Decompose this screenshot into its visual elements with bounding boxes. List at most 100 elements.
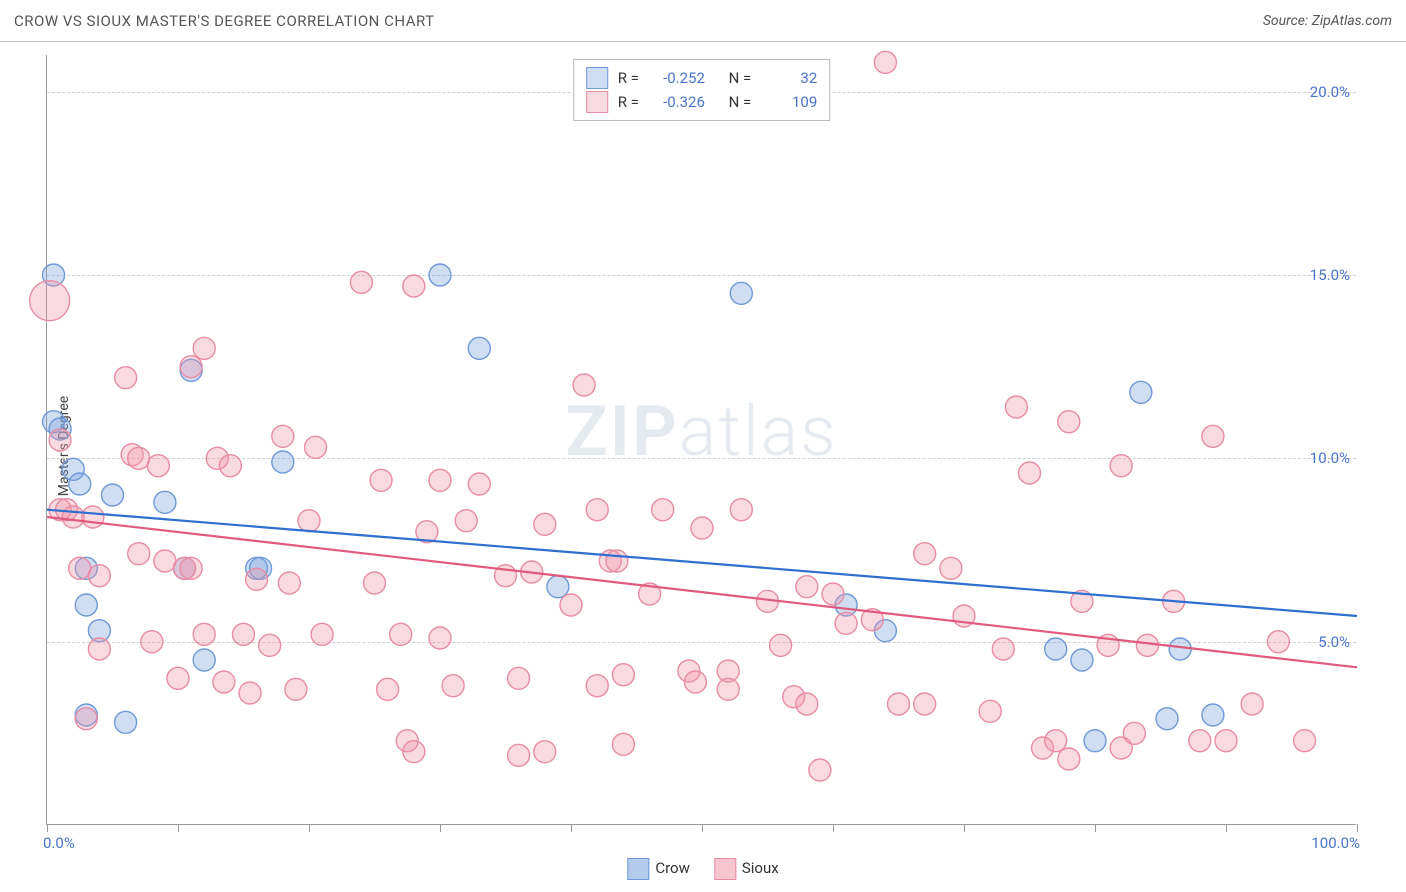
- data-point: [128, 543, 150, 565]
- data-point: [62, 506, 84, 528]
- x-axis-max-label: 100.0%: [1311, 834, 1360, 852]
- data-point: [612, 664, 634, 686]
- data-point: [809, 759, 831, 781]
- legend-swatch-sioux: [714, 858, 736, 880]
- data-point: [652, 499, 674, 521]
- data-point: [547, 576, 569, 598]
- data-point: [180, 356, 202, 378]
- scatter-svg: [47, 55, 1356, 824]
- data-point: [311, 623, 333, 645]
- data-point: [75, 594, 97, 616]
- legend-label-sioux: Sioux: [742, 859, 779, 877]
- data-point: [128, 447, 150, 469]
- data-point: [1045, 638, 1067, 660]
- chart-title: CROW VS SIOUX MASTER'S DEGREE CORRELATIO…: [14, 12, 435, 30]
- data-point: [102, 484, 124, 506]
- data-point: [305, 436, 327, 458]
- data-point: [285, 678, 307, 700]
- data-point: [1005, 396, 1027, 418]
- data-point: [364, 572, 386, 594]
- data-point: [612, 733, 634, 755]
- n-value-sioux: 109: [761, 90, 817, 114]
- data-point: [992, 638, 1014, 660]
- data-point: [429, 264, 451, 286]
- data-point: [534, 741, 556, 763]
- data-point: [573, 374, 595, 396]
- data-point: [796, 693, 818, 715]
- x-tick: [1357, 824, 1358, 832]
- source-attribution: Source: ZipAtlas.com: [1263, 13, 1392, 29]
- data-point: [193, 649, 215, 671]
- data-point: [1241, 693, 1263, 715]
- data-point: [147, 455, 169, 477]
- x-tick: [1226, 824, 1227, 832]
- data-point: [1130, 381, 1152, 403]
- plot-area: ZIPatlas 5.0%10.0%15.0%20.0% R = -0.252 …: [46, 55, 1356, 825]
- legend-item-crow: Crow: [627, 858, 690, 880]
- x-tick: [702, 824, 703, 832]
- data-point: [1156, 708, 1178, 730]
- data-point: [455, 510, 477, 532]
- x-tick: [440, 824, 441, 832]
- legend-item-sioux: Sioux: [714, 858, 779, 880]
- r-label: R =: [618, 90, 639, 114]
- x-tick: [178, 824, 179, 832]
- data-point: [1215, 730, 1237, 752]
- source-name: ZipAtlas.com: [1312, 13, 1392, 29]
- correlation-legend: R = -0.252 N = 32 R = -0.326 N = 109: [573, 59, 831, 121]
- series-legend: Crow Sioux: [627, 858, 778, 880]
- header-bar: CROW VS SIOUX MASTER'S DEGREE CORRELATIO…: [0, 0, 1406, 42]
- x-tick: [47, 824, 48, 832]
- legend-swatch-crow: [586, 67, 608, 89]
- data-point: [914, 693, 936, 715]
- data-point: [717, 678, 739, 700]
- x-tick: [964, 824, 965, 832]
- data-point: [468, 473, 490, 495]
- data-point: [298, 510, 320, 532]
- data-point: [534, 513, 556, 535]
- data-point: [377, 678, 399, 700]
- data-point: [370, 469, 392, 491]
- data-point: [1267, 631, 1289, 653]
- r-value-sioux: -0.326: [649, 90, 705, 114]
- n-label: N =: [729, 66, 752, 90]
- data-point: [278, 572, 300, 594]
- data-point: [88, 565, 110, 587]
- data-point: [888, 693, 910, 715]
- source-prefix: Source:: [1263, 13, 1312, 29]
- data-point: [239, 682, 261, 704]
- data-point: [1045, 730, 1067, 752]
- x-tick: [309, 824, 310, 832]
- legend-swatch-sioux: [586, 91, 608, 113]
- data-point: [82, 506, 104, 528]
- data-point: [1071, 649, 1093, 671]
- data-point: [1123, 722, 1145, 744]
- x-axis-min-label: 0.0%: [43, 834, 75, 852]
- data-point: [684, 671, 706, 693]
- data-point: [586, 499, 608, 521]
- data-point: [606, 550, 628, 572]
- data-point: [233, 623, 255, 645]
- data-point: [1058, 411, 1080, 433]
- data-point: [69, 557, 91, 579]
- data-point: [508, 667, 530, 689]
- data-point: [1136, 634, 1158, 656]
- r-value-crow: -0.252: [649, 66, 705, 90]
- data-point: [1202, 704, 1224, 726]
- data-point: [586, 675, 608, 697]
- data-point: [390, 623, 412, 645]
- data-point: [167, 667, 189, 689]
- data-point: [193, 623, 215, 645]
- data-point: [822, 583, 844, 605]
- data-point: [1294, 730, 1316, 752]
- data-point: [180, 557, 202, 579]
- data-point: [730, 282, 752, 304]
- data-point: [874, 51, 896, 73]
- data-point: [115, 711, 137, 733]
- x-tick: [571, 824, 572, 832]
- data-point: [560, 594, 582, 616]
- data-point: [1189, 730, 1211, 752]
- data-point: [350, 271, 372, 293]
- data-point: [429, 627, 451, 649]
- x-tick: [833, 824, 834, 832]
